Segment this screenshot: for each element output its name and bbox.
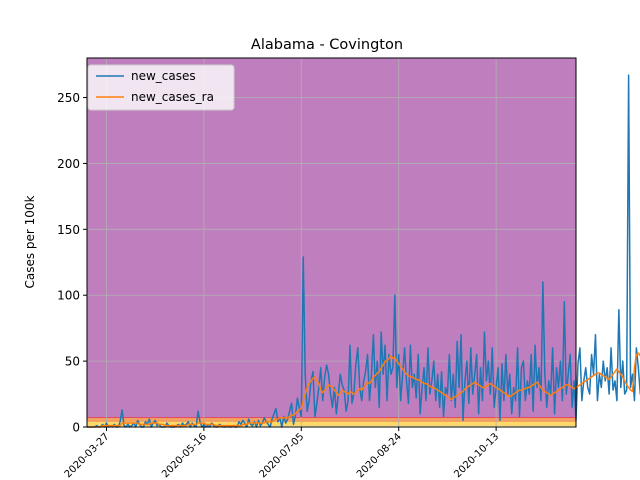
y-tick-label: 0 [72, 421, 80, 435]
x-tick-label: 2020-10-13 [452, 431, 501, 480]
series-lines [87, 74, 640, 428]
threshold-bands [87, 416, 576, 427]
y-tick-label: 50 [65, 355, 80, 369]
x-tick-label: 2020-05-16 [160, 431, 209, 480]
plot-area [87, 58, 576, 427]
y-tick-label: 200 [57, 157, 80, 171]
axes-spines [86, 57, 577, 428]
series-line-new-cases-ra [87, 352, 640, 428]
legend-label-new-cases-ra: new_cases_ra [131, 90, 214, 104]
axes-frame [86, 57, 577, 428]
legend-label-new-cases: new_cases [131, 69, 196, 83]
y-tick-label: 150 [57, 223, 80, 237]
y-tick-label: 100 [57, 289, 80, 303]
band-2 [87, 417, 576, 422]
x-tick-label: 2020-08-24 [355, 431, 404, 480]
plot-background [87, 58, 576, 427]
x-tick-label: 2020-07-05 [258, 431, 307, 480]
legend-box [87, 64, 235, 111]
x-axis-ticks: 2020-03-27 2020-05-16 2020-07-05 2020-08-24… [63, 427, 501, 480]
legend: new_cases new_cases_ra [87, 64, 235, 111]
y-axis-label: Cases per 100k [23, 195, 37, 288]
y-axis-ticks: 0 50 100 150 200 250 [57, 91, 87, 435]
band-1 [87, 421, 576, 426]
band-3 [87, 416, 576, 418]
x-tick-label: 2020-03-27 [63, 431, 112, 480]
band-0 [87, 425, 576, 427]
chart-title: Alabama - Covington [251, 37, 403, 53]
y-tick-label: 250 [57, 91, 80, 105]
